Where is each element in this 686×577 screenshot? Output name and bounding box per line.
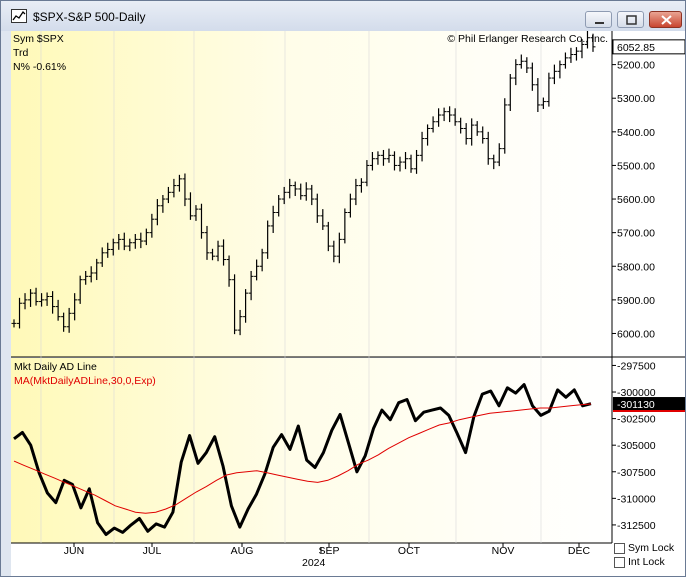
copyright-text: © Phil Erlanger Research Co., Inc. <box>447 33 608 45</box>
chart-app-icon <box>11 9 27 23</box>
ma-line <box>13 403 592 514</box>
symbol-value: $SPX <box>36 33 64 45</box>
window-title: $SPX-S&P 500-Daily <box>33 10 146 24</box>
last-ad-label: -301130 <box>617 399 655 411</box>
restore-icon <box>626 15 637 25</box>
price-tick-label: 5800.00 <box>617 261 655 273</box>
indicator-axis-ticks: -297500 -300000 -302500 -305000 -307500 -3100… <box>612 360 685 532</box>
ad-line <box>13 383 592 536</box>
price-tick-label: 5900.00 <box>617 295 655 307</box>
ad-tick-label: -307500 <box>617 467 656 479</box>
price-tick-label: 5600.00 <box>617 194 655 206</box>
symbol-row: Sym $SPX <box>13 33 64 45</box>
gridlines <box>40 31 542 543</box>
close-icon <box>661 15 672 25</box>
indicator-panel-bg <box>11 358 612 543</box>
sym-lock-checkbox[interactable] <box>614 543 625 554</box>
ad-tick-label: -310000 <box>617 493 656 505</box>
price-tick-label: 5500.00 <box>617 160 655 172</box>
last-price-box <box>612 39 685 55</box>
ad-tick-label: -305000 <box>617 440 656 452</box>
month-label: AUG <box>231 545 254 557</box>
price-tick-label: 5400.00 <box>617 127 655 139</box>
sym-lock-label: Sym Lock <box>628 542 675 554</box>
price-axis-ticks: 6000.00 5900.00 5800.00 5700.00 5600.00 5500.… <box>612 39 685 340</box>
price-tick-label: 5300.00 <box>617 93 655 105</box>
year-label: 2024 <box>302 557 326 569</box>
month-label: SEP <box>318 545 339 557</box>
last-ad-box <box>613 397 685 412</box>
ma-label: MA(MktDailyADLine,30,0,Exp) <box>14 375 156 387</box>
ad-tick-label: -312500 <box>617 520 656 532</box>
time-axis-bg <box>11 543 685 576</box>
last-price-label: 6052.85 <box>617 42 655 54</box>
price-tick-label: 5700.00 <box>617 228 655 240</box>
title-bar[interactable]: $SPX-S&P 500-Daily <box>1 1 685 31</box>
ad-tick-label: -302500 <box>617 414 656 426</box>
month-label: JUN <box>64 545 84 557</box>
month-label: OCT <box>398 545 421 557</box>
price-tick-label: 5200.00 <box>617 60 655 72</box>
price-bars <box>11 31 596 336</box>
trd-row: Trd <box>13 47 28 59</box>
change-value: -0.61% <box>32 61 67 73</box>
month-label: NOV <box>492 545 515 557</box>
ad-tick-label: -300000 <box>617 387 656 399</box>
price-tick-label: 6000.00 <box>617 328 655 340</box>
change-row: N% -0.61% <box>13 61 66 73</box>
ad-tick-label: -297500 <box>617 360 656 372</box>
ad-line-plot <box>13 383 592 536</box>
chart-canvas[interactable]: 6000.00 5900.00 5800.00 5700.00 5600.00 5500.… <box>1 31 685 576</box>
int-lock-checkbox[interactable] <box>614 557 625 568</box>
indicator-title: Mkt Daily AD Line <box>14 361 97 373</box>
change-label: N% <box>13 61 30 73</box>
trd-label: Trd <box>13 47 29 59</box>
month-label: DEC <box>568 545 591 557</box>
restore-button[interactable] <box>617 11 644 28</box>
minimize-button[interactable] <box>585 11 612 28</box>
axis-panel-bg <box>612 31 685 543</box>
symbol-label: Sym <box>13 33 34 45</box>
close-button[interactable] <box>649 11 682 28</box>
int-lock-label: Int Lock <box>628 556 665 568</box>
month-label: JUL <box>143 545 162 557</box>
minimize-icon <box>595 22 604 24</box>
month-axis-ticks: JUN JUL AUG SEP OCT NOV DEC <box>64 543 591 557</box>
